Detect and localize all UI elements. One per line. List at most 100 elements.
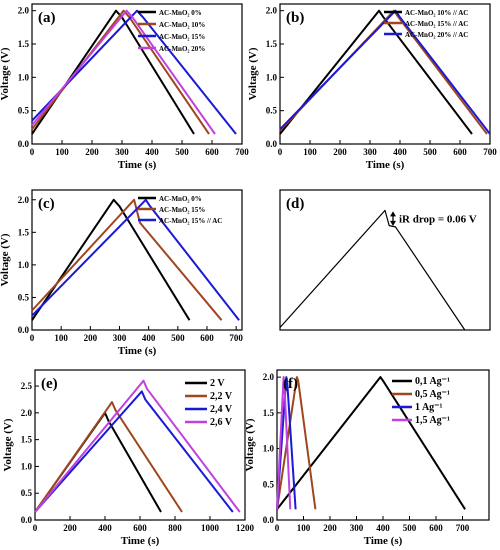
x-tick-label: 100 bbox=[303, 147, 317, 157]
x-tick-label: 100 bbox=[54, 333, 68, 343]
legend-entry: 2 V bbox=[210, 378, 225, 389]
y-tick-label: 0.0 bbox=[18, 325, 30, 335]
x-tick-label: 400 bbox=[145, 147, 159, 157]
x-tick-label: 200 bbox=[63, 523, 77, 533]
x-tick-label: 400 bbox=[98, 523, 112, 533]
y-tick-label: 0.0 bbox=[263, 515, 275, 525]
x-axis-label: Time (s) bbox=[121, 535, 160, 547]
x-tick-label: 100 bbox=[55, 147, 69, 157]
series-line-3 bbox=[276, 376, 297, 510]
series-line-3 bbox=[31, 198, 240, 321]
x-axis-label: Time (s) bbox=[118, 345, 157, 357]
series-line-2 bbox=[279, 9, 488, 135]
series-line-4 bbox=[276, 376, 292, 510]
x-tick-label: 600 bbox=[453, 147, 467, 157]
y-tick-label: 1.5 bbox=[18, 227, 30, 237]
y-tick-label: 1.0 bbox=[21, 461, 33, 471]
y-tick-label: 1.0 bbox=[266, 72, 278, 82]
legend-entry: 1 Ag⁻¹ bbox=[415, 402, 442, 413]
panel-label: (c) bbox=[38, 196, 55, 212]
series-line-1 bbox=[31, 198, 191, 321]
x-tick-label: 700 bbox=[229, 333, 243, 343]
legend-entry: AC-MnO₂ 20% bbox=[159, 45, 205, 53]
plot-frame bbox=[31, 3, 243, 145]
x-tick-label: 700 bbox=[456, 523, 470, 533]
legend-entry: AC-MnO₂ 15% bbox=[159, 206, 205, 214]
x-tick-label: 400 bbox=[376, 523, 390, 533]
y-tick-label: 1.0 bbox=[18, 72, 30, 82]
legend-entry: 2,6 V bbox=[210, 417, 233, 428]
legend-entry: 0,5 Ag⁻¹ bbox=[415, 389, 450, 400]
legend-entry: AC-MnO₂ 15% // AC bbox=[159, 217, 222, 225]
y-tick-label: 2.5 bbox=[21, 381, 33, 391]
x-tick-label: 400 bbox=[142, 333, 156, 343]
x-tick-label: 300 bbox=[113, 333, 127, 343]
legend-entry: 2,2 V bbox=[210, 391, 233, 402]
ir-drop-annotation: iR drop = 0.06 V bbox=[399, 214, 477, 226]
panel-label: (a) bbox=[38, 10, 56, 26]
series-line-1 bbox=[279, 9, 473, 135]
x-tick-label: 200 bbox=[323, 523, 337, 533]
panel-f: 0 100 200 300 400 500 600 700 0.0 0.5 1.0 1.5 2.0 Tim… bbox=[244, 369, 490, 547]
y-tick-label: 0.5 bbox=[266, 106, 278, 116]
x-tick-label: 0 bbox=[278, 147, 283, 157]
x-tick-label: 0 bbox=[30, 333, 35, 343]
legend-entry: AC-MnO₂ 15% bbox=[159, 33, 205, 41]
x-tick-label: 500 bbox=[423, 147, 437, 157]
x-tick-label: 800 bbox=[168, 523, 182, 533]
x-tick-label: 300 bbox=[115, 147, 129, 157]
series-line-3 bbox=[31, 9, 237, 135]
x-tick-label: 700 bbox=[483, 147, 497, 157]
legend-entry: AC-MnO₂ 10% bbox=[159, 21, 205, 29]
y-tick-label: 1.0 bbox=[263, 444, 275, 454]
x-tick-label: 600 bbox=[133, 523, 147, 533]
panel-a: 0 100 200 300 400 500 600 700 0.0 0.5 1.0 1.5 2.0 Tim… bbox=[0, 3, 249, 171]
x-axis-label: Time (s) bbox=[366, 159, 405, 171]
legend-entry: AC-MnO₂ 10% // AC bbox=[405, 9, 468, 17]
panel-label: (d) bbox=[286, 196, 304, 212]
y-tick-label: 2.0 bbox=[18, 6, 30, 16]
x-axis-label: Time (s) bbox=[364, 535, 403, 547]
x-tick-label: 100 bbox=[297, 523, 311, 533]
y-tick-label: 0.0 bbox=[18, 139, 30, 149]
x-tick-label: 600 bbox=[205, 147, 219, 157]
x-tick-label: 200 bbox=[333, 147, 347, 157]
y-tick-label: 0.0 bbox=[266, 139, 278, 149]
series-line-3 bbox=[34, 390, 234, 513]
y-tick-label: 1.5 bbox=[263, 408, 275, 418]
series-line-1 bbox=[31, 9, 195, 135]
x-tick-label: 500 bbox=[175, 147, 189, 157]
series-line-1 bbox=[279, 209, 466, 331]
x-tick-label: 300 bbox=[363, 147, 377, 157]
y-tick-label: 1.5 bbox=[266, 39, 278, 49]
series-line-4 bbox=[31, 9, 216, 135]
x-tick-label: 1200 bbox=[236, 523, 255, 533]
y-tick-label: 2.0 bbox=[21, 408, 33, 418]
x-tick-label: 500 bbox=[171, 333, 185, 343]
x-tick-label: 0 bbox=[33, 523, 38, 533]
x-tick-label: 200 bbox=[84, 333, 98, 343]
series-line-4 bbox=[34, 379, 241, 513]
plot-frame bbox=[279, 3, 491, 145]
plot-frame bbox=[31, 189, 243, 331]
series-line-1 bbox=[34, 411, 162, 513]
x-tick-label: 0 bbox=[30, 147, 35, 157]
arrow-head-down bbox=[390, 220, 396, 226]
x-tick-label: 300 bbox=[350, 523, 364, 533]
panel-e: 0 200 400 600 800 1000 1200 0.0 0.5 1.0 1.5 2.0 2.5 T… bbox=[2, 369, 255, 547]
y-tick-label: 1.5 bbox=[18, 39, 30, 49]
x-tick-label: 600 bbox=[429, 523, 443, 533]
x-tick-label: 700 bbox=[235, 147, 249, 157]
y-axis-label: Voltage (V) bbox=[0, 47, 11, 100]
y-tick-label: 2.0 bbox=[18, 195, 30, 205]
y-axis-label: Voltage (V) bbox=[2, 418, 14, 471]
y-tick-label: 1.5 bbox=[21, 435, 33, 445]
legend-entry: 0,1 Ag⁻¹ bbox=[415, 376, 450, 387]
plot-frame bbox=[279, 189, 491, 331]
y-tick-label: 0.5 bbox=[18, 106, 30, 116]
series-line-2 bbox=[31, 198, 223, 321]
legend-entry: 2,4 V bbox=[210, 404, 233, 415]
legend-entry: AC-MnO₂ 0% bbox=[159, 9, 202, 17]
y-axis-label: Voltage (V) bbox=[244, 418, 256, 471]
